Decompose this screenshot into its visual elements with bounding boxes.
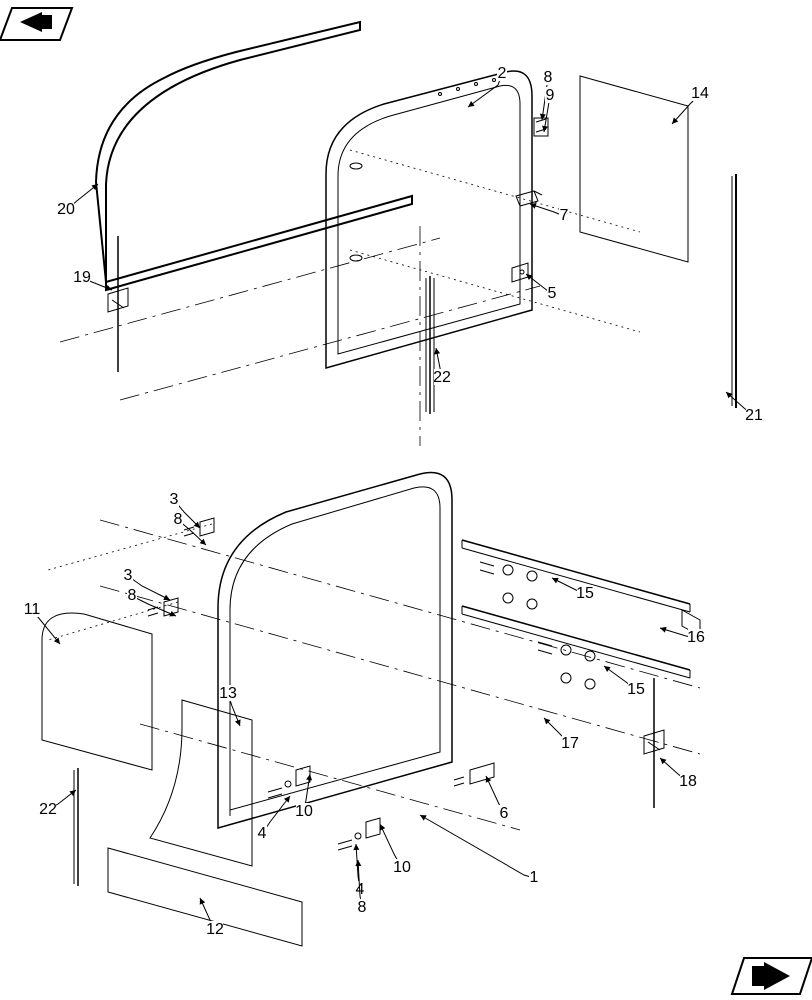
callout-label-2: 2	[498, 65, 507, 82]
prev-view-icon[interactable]	[0, 8, 72, 40]
diagram-canvas: 1233445678888910101112131415151617181920…	[0, 0, 812, 1000]
callout-label-8: 8	[128, 587, 137, 604]
part-22-strip-lower	[74, 768, 78, 886]
callout-label-20: 20	[57, 201, 75, 218]
part-6-bracket	[454, 763, 494, 786]
callout-label-5: 5	[548, 285, 557, 302]
callout-label-22: 22	[433, 369, 451, 386]
callout-label-8: 8	[174, 511, 183, 528]
callout-label-18: 18	[679, 773, 697, 790]
callout-label-11: 11	[24, 601, 41, 618]
part-14-glass	[580, 76, 688, 262]
callout-label-4: 4	[258, 825, 267, 842]
part-17-rail	[462, 606, 690, 678]
callout-label-21: 21	[745, 407, 763, 424]
part-10-roller-b	[338, 818, 380, 850]
callout-label-10: 10	[295, 803, 313, 820]
callout-label-8: 8	[544, 69, 553, 86]
part-22-strip-upper	[426, 276, 434, 414]
callouts-layer: 1233445678888910101112131415151617181920…	[24, 65, 763, 938]
callout-label-22: 22	[39, 801, 57, 818]
callout-label-15: 15	[627, 681, 645, 698]
part-21-strip	[732, 174, 736, 408]
callout-label-17: 17	[561, 735, 579, 752]
callout-label-13: 13	[219, 685, 237, 702]
callout-label-14: 14	[691, 85, 709, 102]
callout-label-7: 7	[560, 207, 569, 224]
part-18-latch-bar	[644, 678, 664, 808]
callout-label-8: 8	[358, 899, 367, 916]
callout-label-3: 3	[170, 491, 179, 508]
callout-label-6: 6	[500, 805, 509, 822]
callout-label-10: 10	[393, 859, 411, 876]
part-5-bracket	[512, 263, 528, 282]
leader-1	[420, 815, 534, 878]
part-19-latch-bar	[108, 236, 128, 372]
callout-label-12: 12	[206, 921, 224, 938]
callout-label-9: 9	[546, 87, 555, 104]
part-15-rollers-a	[480, 562, 537, 609]
next-view-icon[interactable]	[732, 958, 812, 994]
leader-8	[132, 596, 176, 616]
part-13-glass	[150, 700, 252, 866]
part-11-glass	[42, 613, 152, 770]
callout-label-16: 16	[687, 629, 705, 646]
callout-label-1: 1	[530, 869, 539, 886]
part-20-weatherstrip	[96, 22, 412, 290]
callout-label-15: 15	[576, 585, 594, 602]
part-12-glass	[108, 848, 302, 946]
callout-label-3: 3	[124, 567, 133, 584]
part-1-frame	[218, 472, 452, 828]
callout-label-19: 19	[73, 269, 91, 286]
